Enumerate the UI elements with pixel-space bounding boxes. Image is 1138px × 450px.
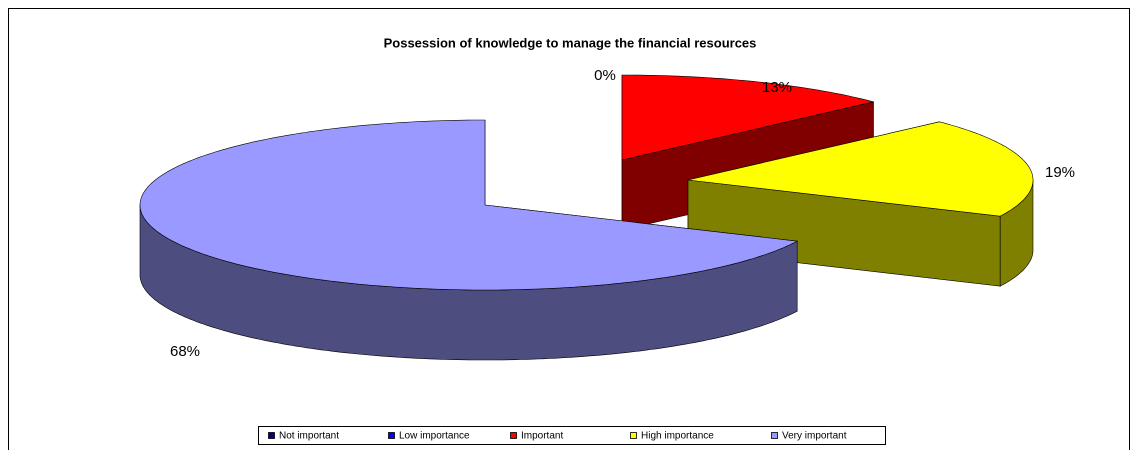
legend-swatch	[268, 432, 275, 439]
legend-swatch	[510, 432, 517, 439]
legend-label: Not important	[279, 431, 339, 442]
legend-label: Low importance	[399, 431, 470, 442]
value-label: 0%	[594, 67, 616, 84]
legend-swatch	[630, 432, 637, 439]
slice	[687, 121, 1034, 287]
pie: 0% 13% 19% 68%	[139, 67, 1075, 361]
slice-top	[139, 119, 799, 291]
legend: Not important Low importance Important High…	[268, 431, 847, 442]
chart-title: Possession of knowledge to manage the fi…	[384, 35, 757, 50]
legend-swatch	[388, 432, 395, 439]
legend-box	[258, 426, 886, 445]
slice-top	[687, 121, 1034, 217]
value-label: 13%	[762, 79, 792, 96]
legend-label: High importance	[641, 431, 714, 442]
slice	[139, 119, 799, 361]
legend-label: Important	[521, 431, 563, 442]
chart-frame	[8, 8, 1130, 450]
value-label: 68%	[170, 343, 200, 360]
slice-top	[621, 74, 874, 161]
legend-swatch	[771, 432, 778, 439]
value-label: 19%	[1045, 164, 1075, 181]
legend-label: Very important	[782, 431, 847, 442]
